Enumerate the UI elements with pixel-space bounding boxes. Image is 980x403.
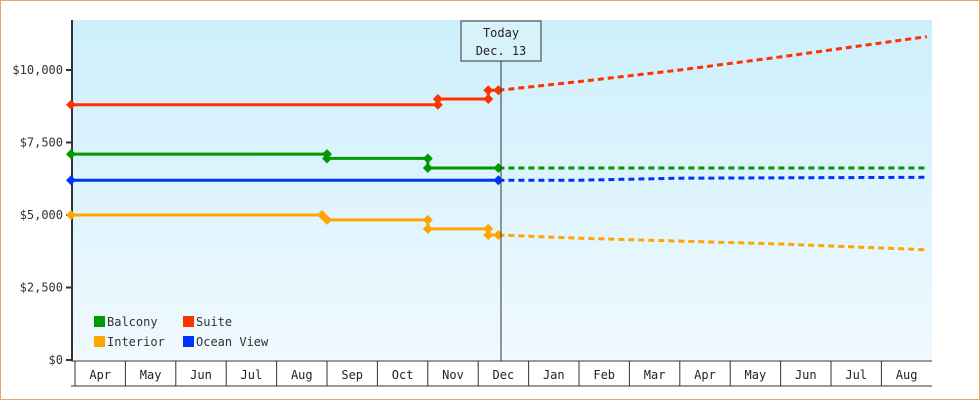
x-tick-label: Jan: [543, 368, 565, 382]
data-point-marker[interactable]: [322, 153, 332, 164]
x-tick-label: Jul: [241, 368, 263, 382]
legend: Balcony Suite Interior Ocean View: [94, 315, 269, 349]
data-point-marker[interactable]: [483, 223, 494, 234]
x-tick-label: Apr: [89, 368, 111, 382]
series-lines: [66, 35, 928, 252]
data-point-marker[interactable]: [422, 214, 433, 225]
legend-item-interior[interactable]: Interior: [94, 335, 165, 349]
data-point-marker[interactable]: [322, 214, 332, 225]
forecast-line: [498, 35, 928, 92]
data-point-marker[interactable]: [483, 230, 494, 241]
legend-label: Suite: [196, 315, 232, 329]
legend-item-ocean-view[interactable]: Ocean View: [183, 335, 269, 349]
legend-swatch: [183, 316, 194, 327]
x-tick-label: Aug: [896, 368, 918, 382]
series-balcony: [66, 149, 927, 174]
x-tick-label: Jun: [795, 368, 817, 382]
y-tick-label: $2,500: [20, 281, 63, 295]
plot-area: [72, 20, 932, 360]
x-tick-label: Sep: [341, 368, 363, 382]
x-tick-label: Aug: [291, 368, 313, 382]
forecast-line: [498, 175, 927, 182]
data-point-marker[interactable]: [66, 175, 76, 186]
legend-item-balcony[interactable]: Balcony: [94, 315, 158, 329]
forecast-line: [498, 233, 927, 252]
legend-swatch: [183, 336, 194, 347]
x-tick-label: Jun: [190, 368, 212, 382]
legend-swatch: [94, 336, 105, 347]
x-tick-label: Mar: [644, 368, 666, 382]
x-tick-label: Nov: [442, 368, 464, 382]
y-tick-label: $10,000: [12, 63, 63, 77]
data-point-marker[interactable]: [66, 149, 76, 160]
data-point-marker[interactable]: [432, 94, 443, 104]
legend-label: Interior: [107, 335, 165, 349]
x-tick-label: May: [140, 368, 162, 382]
today-marker: Today Dec. 13: [460, 20, 542, 361]
data-point-marker[interactable]: [483, 85, 494, 96]
x-tick-label: Apr: [694, 368, 716, 382]
legend-item-suite[interactable]: Suite: [183, 315, 232, 329]
series-suite: [66, 35, 928, 110]
x-tick-label: Dec: [493, 368, 515, 382]
today-label-box: [460, 20, 542, 62]
data-point-marker[interactable]: [483, 94, 494, 104]
legend-label: Ocean View: [196, 335, 269, 349]
x-axis: Apr May Jun Jul Aug Sep Oct Nov Dec Jan Feb Mar Apr M…: [71, 360, 932, 387]
y-axis: $0 $2,500 $5,000 $7,500 $10,000: [12, 20, 73, 367]
y-tick-label: $7,500: [20, 136, 63, 150]
data-point-marker[interactable]: [422, 223, 433, 234]
series-interior: [66, 210, 927, 252]
data-point-marker[interactable]: [66, 99, 76, 110]
y-tick-label: $5,000: [20, 208, 63, 222]
x-tick-label: May: [745, 368, 767, 382]
y-tick-label: $0: [49, 353, 63, 367]
legend-swatch: [94, 316, 105, 327]
today-date: Dec. 13: [476, 44, 527, 58]
legend-label: Balcony: [107, 315, 158, 329]
data-point-marker[interactable]: [432, 99, 443, 110]
x-tick-label: Jul: [845, 368, 867, 382]
data-point-marker[interactable]: [422, 163, 433, 174]
data-point-marker[interactable]: [422, 153, 433, 164]
today-label: Today: [483, 26, 519, 40]
history-line: [71, 152, 499, 170]
data-point-marker[interactable]: [66, 210, 76, 220]
x-tick-label: Oct: [392, 368, 414, 382]
x-tick-label: Feb: [593, 368, 615, 382]
